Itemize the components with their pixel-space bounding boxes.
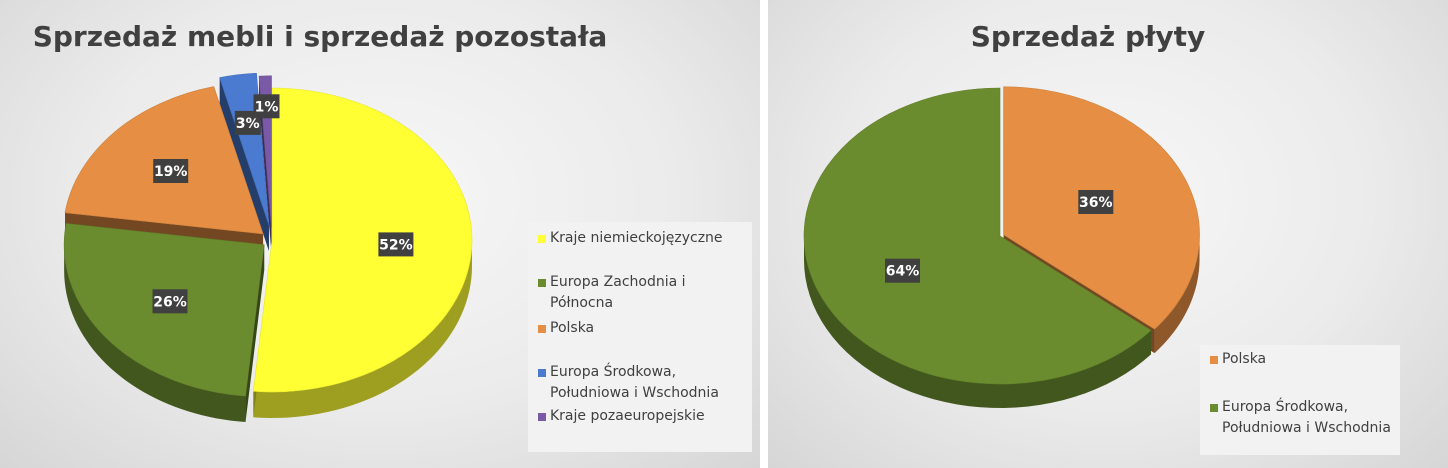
chart-panel-board: Sprzedaż płyty 36% 64% Polska Europa Środk…	[768, 0, 1448, 468]
data-label-box	[885, 258, 920, 283]
legend-item-polska: Polska	[1210, 349, 1394, 370]
data-label-kraje-niemieckojezyczne: 52%	[379, 237, 413, 253]
legend-label: Kraje pozaeuropejskie	[550, 408, 705, 424]
legend-swatch	[538, 369, 546, 377]
slice-cut-europa-zachodnia-i-polnocna	[245, 244, 265, 423]
slice-side-kraje-niemieckojezyczne	[253, 240, 472, 418]
data-label-europa-srodkowa-poludniowa-i-wschodnia: 3%	[236, 116, 260, 132]
slice-side-europa-srodkowa-poludniowa-i-wschodnia	[804, 236, 1152, 408]
chart-legend: Kraje niemieckojęzyczne Europa Zachodnia …	[528, 222, 752, 452]
slice-kraje-niemieckojezyczne	[253, 87, 473, 393]
legend-swatch	[1210, 356, 1218, 364]
legend-item-kraje-niemieckojezyczne: Kraje niemieckojęzyczne	[538, 228, 746, 249]
legend-item-europa-srodkowa-poludniowa-i-wschodnia: Europa Środkowa, Południowa i Wschodnia	[1210, 397, 1394, 439]
legend-item-polska: Polska	[538, 318, 746, 339]
legend-swatch	[1210, 404, 1218, 412]
legend-label: Europa Środkowa, Południowa i Wschodnia	[550, 364, 719, 401]
data-label-box	[378, 232, 414, 257]
slice-europa-srodkowa-poludniowa-i-wschodnia	[803, 87, 1152, 385]
data-label-box	[153, 159, 189, 183]
legend-label: Kraje niemieckojęzyczne	[550, 230, 723, 246]
legend-swatch	[538, 413, 546, 421]
pie-chart-furniture: 52% 26% 19% 3%1%	[63, 72, 473, 423]
chart-title: Sprzedaż mebli i sprzedaż pozostała	[32, 20, 608, 53]
data-label-kraje-pozaeuropejskie: 1%	[255, 99, 279, 115]
legend-label: Europa Środkowa, Południowa i Wschodnia	[1222, 399, 1391, 436]
data-label-box	[253, 94, 280, 119]
data-label-box	[1078, 190, 1114, 214]
slice-side-europa-zachodnia-i-polnocna	[64, 244, 246, 423]
data-label-polska: 36%	[1079, 195, 1113, 211]
legend-swatch	[538, 235, 546, 243]
chart-title: Sprzedaż płyty	[970, 20, 1206, 53]
data-label-europa-srodkowa-poludniowa-i-wschodnia: 64%	[886, 264, 920, 280]
chart-panel-furniture: Sprzedaż mebli i sprzedaż pozostała 52% 2…	[0, 0, 760, 468]
data-label-box	[152, 289, 188, 314]
data-label-polska: 19%	[154, 164, 188, 180]
slice-cut-kraje-pozaeuropejskie	[259, 76, 272, 254]
legend-swatch	[538, 325, 546, 333]
pie-chart-board: 36% 64%	[803, 86, 1200, 408]
legend-item-europa-srodkowa-poludniowa-i-wschodnia: Europa Środkowa, Południowa i Wschodnia	[538, 362, 746, 404]
legend-item-europa-zachodnia-i-polnocna: Europa Zachodnia i Północna	[538, 272, 746, 314]
legend-swatch	[538, 279, 546, 287]
legend-label: Polska	[550, 320, 595, 336]
slice-side-polska	[1154, 234, 1200, 354]
data-label-europa-zachodnia-i-polnocna: 26%	[153, 294, 187, 310]
legend-label: Polska	[1222, 351, 1267, 367]
slice-cut-europa-srodkowa-poludniowa-i-wschodnia	[219, 77, 269, 251]
chart-legend: Polska Europa Środkowa, Południowa i Wsch…	[1200, 345, 1400, 455]
legend-label: Europa Zachodnia i Północna	[550, 274, 686, 311]
legend-item-kraje-pozaeuropejskie: Kraje pozaeuropejskie	[538, 406, 746, 427]
